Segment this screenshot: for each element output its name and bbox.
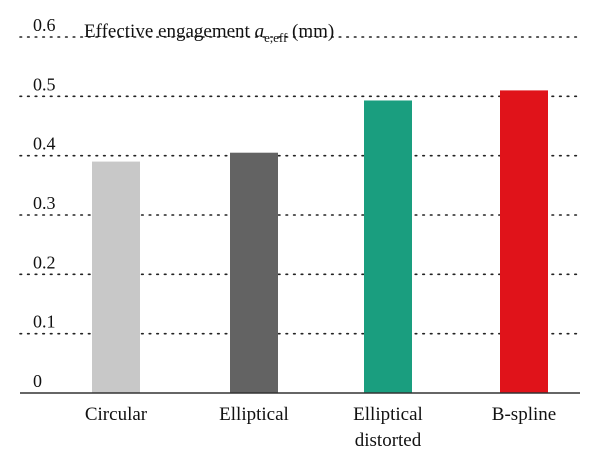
y-tick-label: 0.5	[33, 74, 56, 94]
bar	[500, 90, 548, 394]
y-tick-label: 0.2	[33, 252, 56, 272]
title-symbol: a	[255, 21, 265, 42]
bar	[92, 161, 140, 393]
y-tick-label: 0.3	[33, 193, 56, 213]
y-tick-label: 0.4	[33, 134, 56, 154]
x-axis-category-labels: Circular Elliptical Elliptical distorted B-s…	[85, 404, 556, 451]
x-category-label: Elliptical	[353, 404, 423, 425]
y-axis-title: Effective engagement ae,eff (mm)	[84, 21, 334, 45]
y-tick-label: 0	[33, 371, 42, 391]
title-subscript: e,eff	[264, 30, 288, 45]
bars	[92, 90, 548, 394]
y-tick-label: 0.1	[33, 312, 56, 332]
x-category-label: Circular	[85, 404, 148, 425]
y-tick-label: 0.6	[33, 15, 56, 35]
title-prefix: Effective engagement	[84, 21, 255, 42]
x-category-label: distorted	[355, 430, 422, 451]
title-suffix: (mm)	[287, 21, 334, 42]
bar	[230, 152, 278, 393]
bar	[364, 100, 412, 393]
x-category-label: B-spline	[492, 404, 556, 425]
x-category-label: Elliptical	[219, 404, 289, 425]
y-axis-tick-labels: 0 0.1 0.2 0.3 0.4 0.5 0.6	[33, 15, 56, 391]
